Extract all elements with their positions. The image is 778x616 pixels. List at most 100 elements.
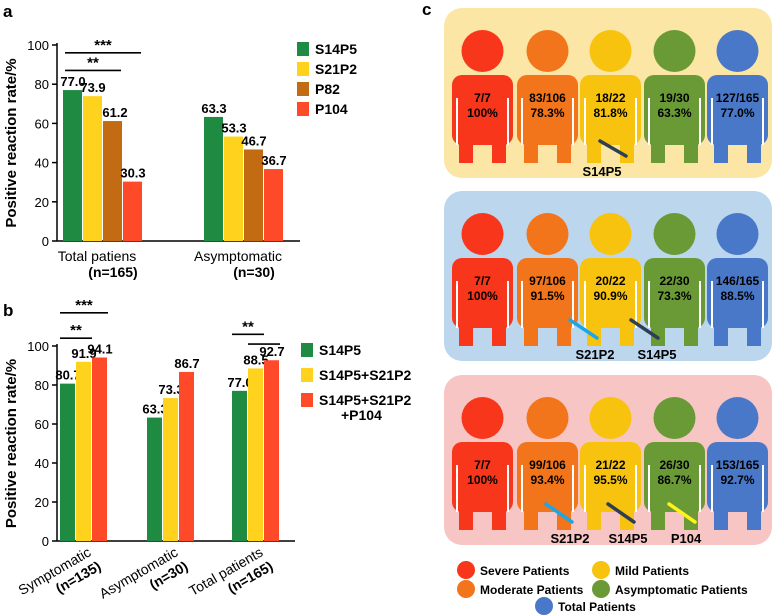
person-body xyxy=(517,442,578,512)
person-body xyxy=(452,75,513,145)
patient-count: 146/165 xyxy=(716,274,760,288)
data-label: 53.3 xyxy=(221,121,246,136)
y-tick-label: 40 xyxy=(35,156,49,171)
data-label: 80.7 xyxy=(55,368,80,383)
person-leg xyxy=(492,133,506,163)
legend-dot-severe xyxy=(457,561,475,579)
peptide-label: S14P5 xyxy=(637,347,676,362)
patient-rate: 88.5% xyxy=(720,289,754,303)
patient-rate: 90.9% xyxy=(593,289,627,303)
person-head xyxy=(461,213,504,255)
panel-a-bar-chart: a Positive reaction rate/% 0 20 40 60 80 100 77.… xyxy=(3,2,357,280)
person-body xyxy=(452,258,513,328)
person-leg xyxy=(587,133,601,163)
peptide-group-2: 7/7100%97/10691.5%20/2290.9%22/3073.3%14… xyxy=(444,191,772,362)
person-leg xyxy=(747,133,761,163)
legend-label-moderate: Moderate Patients xyxy=(480,583,584,597)
category-label: Asymptomatic xyxy=(194,248,282,264)
bar-p104-1 xyxy=(264,169,283,241)
peptide-indicator-line xyxy=(629,318,660,340)
peptide-indicator-line xyxy=(544,502,574,524)
peptide-label: P104 xyxy=(671,531,702,546)
person-body xyxy=(452,442,513,512)
legend-swatch xyxy=(301,393,313,407)
legend-swatch xyxy=(297,62,309,76)
peptide-group-1: 7/7100%83/10678.3%18/2281.8%19/3063.3%12… xyxy=(444,8,772,179)
legend-swatch xyxy=(297,82,309,96)
patient-count: 153/165 xyxy=(716,458,760,472)
data-label: 36.7 xyxy=(261,153,286,168)
patient-count: 19/30 xyxy=(659,91,689,105)
legend-swatch xyxy=(301,343,313,357)
category-sublabel: (n=165) xyxy=(88,264,137,280)
person-head xyxy=(716,30,759,72)
y-tick-label: 60 xyxy=(35,116,49,131)
person-head xyxy=(716,213,759,255)
person-leg xyxy=(459,133,473,163)
bar-p104-0 xyxy=(123,181,142,241)
y-tick-label: 20 xyxy=(35,195,49,210)
bar-s14p5-s21p2-0 xyxy=(92,357,107,541)
patient-count: 7/7 xyxy=(474,458,491,472)
legend-label-cont: +P104 xyxy=(341,407,382,423)
y-tick-label: 100 xyxy=(27,339,49,354)
data-label: 63.3 xyxy=(201,101,226,116)
patient-count: 83/106 xyxy=(529,91,566,105)
person-leg xyxy=(524,316,538,346)
patient-count: 21/22 xyxy=(595,458,625,472)
bar-s14p5-0 xyxy=(63,90,82,241)
patient-rate: 92.7% xyxy=(720,473,754,487)
data-label: 30.3 xyxy=(120,166,145,181)
person-leg xyxy=(714,316,728,346)
bar-s14p5-s21p2-1 xyxy=(163,398,178,541)
significance-stars: *** xyxy=(94,37,112,54)
person-body xyxy=(517,258,578,328)
data-label: 77.0 xyxy=(60,74,85,89)
patient-count: 20/22 xyxy=(595,274,625,288)
patient-rate: 81.8% xyxy=(593,106,627,120)
person-head xyxy=(589,213,632,255)
significance-stars: *** xyxy=(75,297,93,314)
peptide-indicator-line xyxy=(667,502,697,524)
person-leg xyxy=(557,133,571,163)
person-leg xyxy=(459,316,473,346)
category-sublabel: (n=30) xyxy=(233,264,275,280)
patient-count: 7/7 xyxy=(474,274,491,288)
y-tick-label: 80 xyxy=(35,77,49,92)
significance-stars: ** xyxy=(70,322,82,339)
bar-s14p5-2 xyxy=(232,390,247,541)
person-body xyxy=(644,442,705,512)
patient-count: 127/165 xyxy=(716,91,760,105)
person-leg xyxy=(714,500,728,530)
data-label: 63.3 xyxy=(142,402,167,417)
person-head xyxy=(461,397,504,439)
person-leg xyxy=(747,500,761,530)
person-head xyxy=(589,30,632,72)
legend-label: P104 xyxy=(315,101,348,117)
person-head xyxy=(653,213,696,255)
legend-label: S14P5 xyxy=(319,342,361,358)
person-body xyxy=(580,258,641,328)
data-label: 88.5 xyxy=(243,352,268,367)
patient-count: 22/30 xyxy=(659,274,689,288)
person-body xyxy=(707,75,768,145)
patient-rate: 91.5% xyxy=(530,289,564,303)
legend-label: P82 xyxy=(315,81,340,97)
person-leg xyxy=(557,316,571,346)
person-head xyxy=(526,30,569,72)
peptide-label: S14P5 xyxy=(582,164,621,179)
panel-b-bar-chart: b Positive reaction rate/% 0 20 40 60 80 100 80.… xyxy=(3,297,411,602)
y-tick-label: 0 xyxy=(42,234,49,249)
legend-dot-mild xyxy=(592,561,610,579)
peptide-indicator-line xyxy=(598,139,628,158)
legend-swatch xyxy=(297,42,309,56)
peptide-indicator-line xyxy=(606,502,636,524)
legend-label: S21P2 xyxy=(315,61,357,77)
